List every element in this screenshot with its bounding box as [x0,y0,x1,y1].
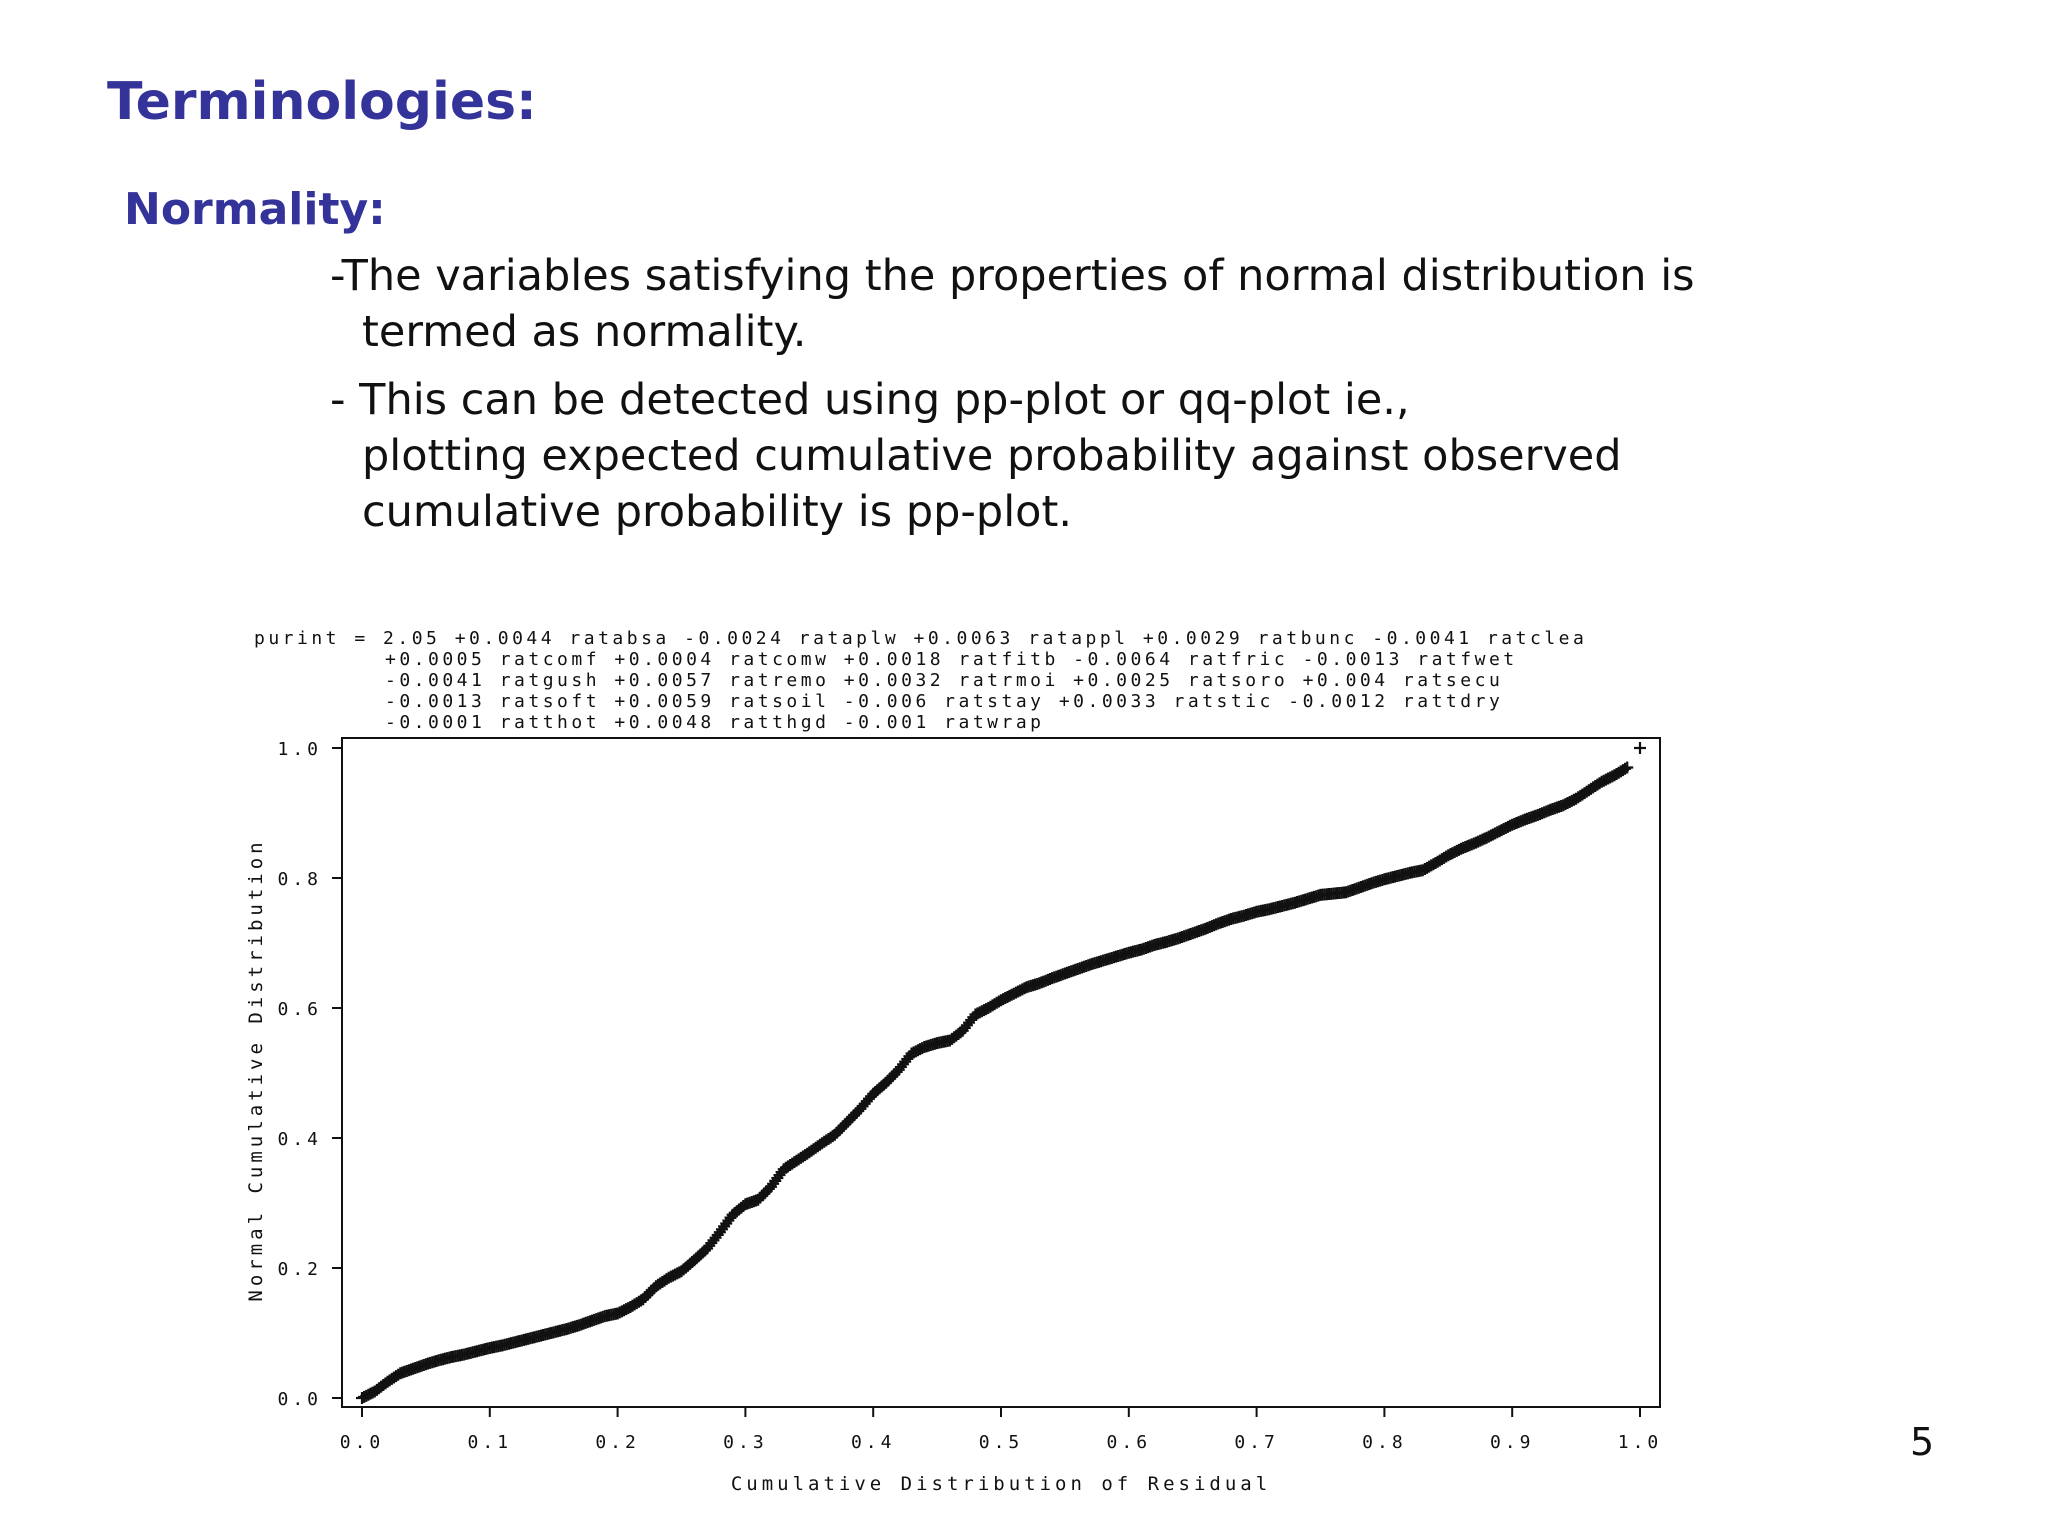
x-axis-label: Cumulative Distribution of Residual [731,1473,1271,1495]
equation-line: -0.0001 ratthot +0.0048 ratthgd -0.001 r… [385,712,1045,733]
y-tick-label: 0.2 [277,1259,322,1280]
x-tick-label: 0.9 [1490,1432,1535,1453]
bullet-line: - This can be detected using pp-plot or … [330,375,1410,425]
y-tick-label: 0.4 [277,1129,322,1150]
slide-title: Terminologies: [107,72,537,132]
regression-equation: purint = 2.05 +0.0044 ratabsa -0.0024 ra… [254,628,1587,733]
data-point [1634,742,1646,754]
bullet-line: plotting expected cumulative probability… [362,431,1622,481]
x-tick-label: 0.5 [979,1432,1024,1453]
equation-line: -0.0041 ratgush +0.0057 ratremo +0.0032 … [385,670,1503,691]
x-tick-label: 0.1 [468,1432,513,1453]
x-axis-ticks: 0.0 0.1 0.2 0.3 0.4 0.5 0.6 0.7 0.8 0.9 1.0 [340,1407,1663,1453]
equation-line: purint = 2.05 +0.0044 ratabsa -0.0024 ra… [254,628,1587,649]
y-axis-ticks: 0.0 0.2 0.4 0.6 0.8 1.0 [277,739,342,1410]
x-tick-label: 0.2 [595,1432,640,1453]
bullet-normality-definition: -The variables satisfying the properties… [330,248,1930,360]
data-points [356,742,1646,1404]
bullet-pp-plot: - This can be detected using pp-plot or … [330,372,1930,540]
y-axis-label: Normal Cumulative Distribution [245,838,267,1301]
bullet-line: termed as normality. [362,307,807,357]
x-tick-label: 0.4 [851,1432,896,1453]
x-tick-label: 1.0 [1618,1432,1663,1453]
page-number: 5 [1910,1420,1935,1464]
equation-line: -0.0013 ratsoft +0.0059 ratsoil -0.006 r… [385,691,1503,712]
equation-line: +0.0005 ratcomf +0.0004 ratcomw +0.0018 … [385,649,1518,670]
bullet-list: -The variables satisfying the properties… [330,248,1930,552]
bullet-line: -The variables satisfying the properties… [330,251,1695,301]
y-tick-label: 0.0 [277,1389,322,1410]
y-tick-label: 0.6 [277,999,322,1020]
bullet-line: cumulative probability is pp-plot. [362,487,1073,537]
x-tick-label: 0.3 [723,1432,768,1453]
x-tick-label: 0.6 [1107,1432,1152,1453]
x-tick-label: 0.0 [340,1432,385,1453]
data-point [1621,761,1634,774]
y-tick-label: 1.0 [277,739,322,760]
plot-frame [341,737,1661,1408]
x-tick-label: 0.8 [1362,1432,1407,1453]
x-tick-label: 0.7 [1234,1432,1279,1453]
y-tick-label: 0.8 [277,869,322,890]
data-point [1619,762,1632,775]
slide-subtitle: Normality: [124,184,386,235]
